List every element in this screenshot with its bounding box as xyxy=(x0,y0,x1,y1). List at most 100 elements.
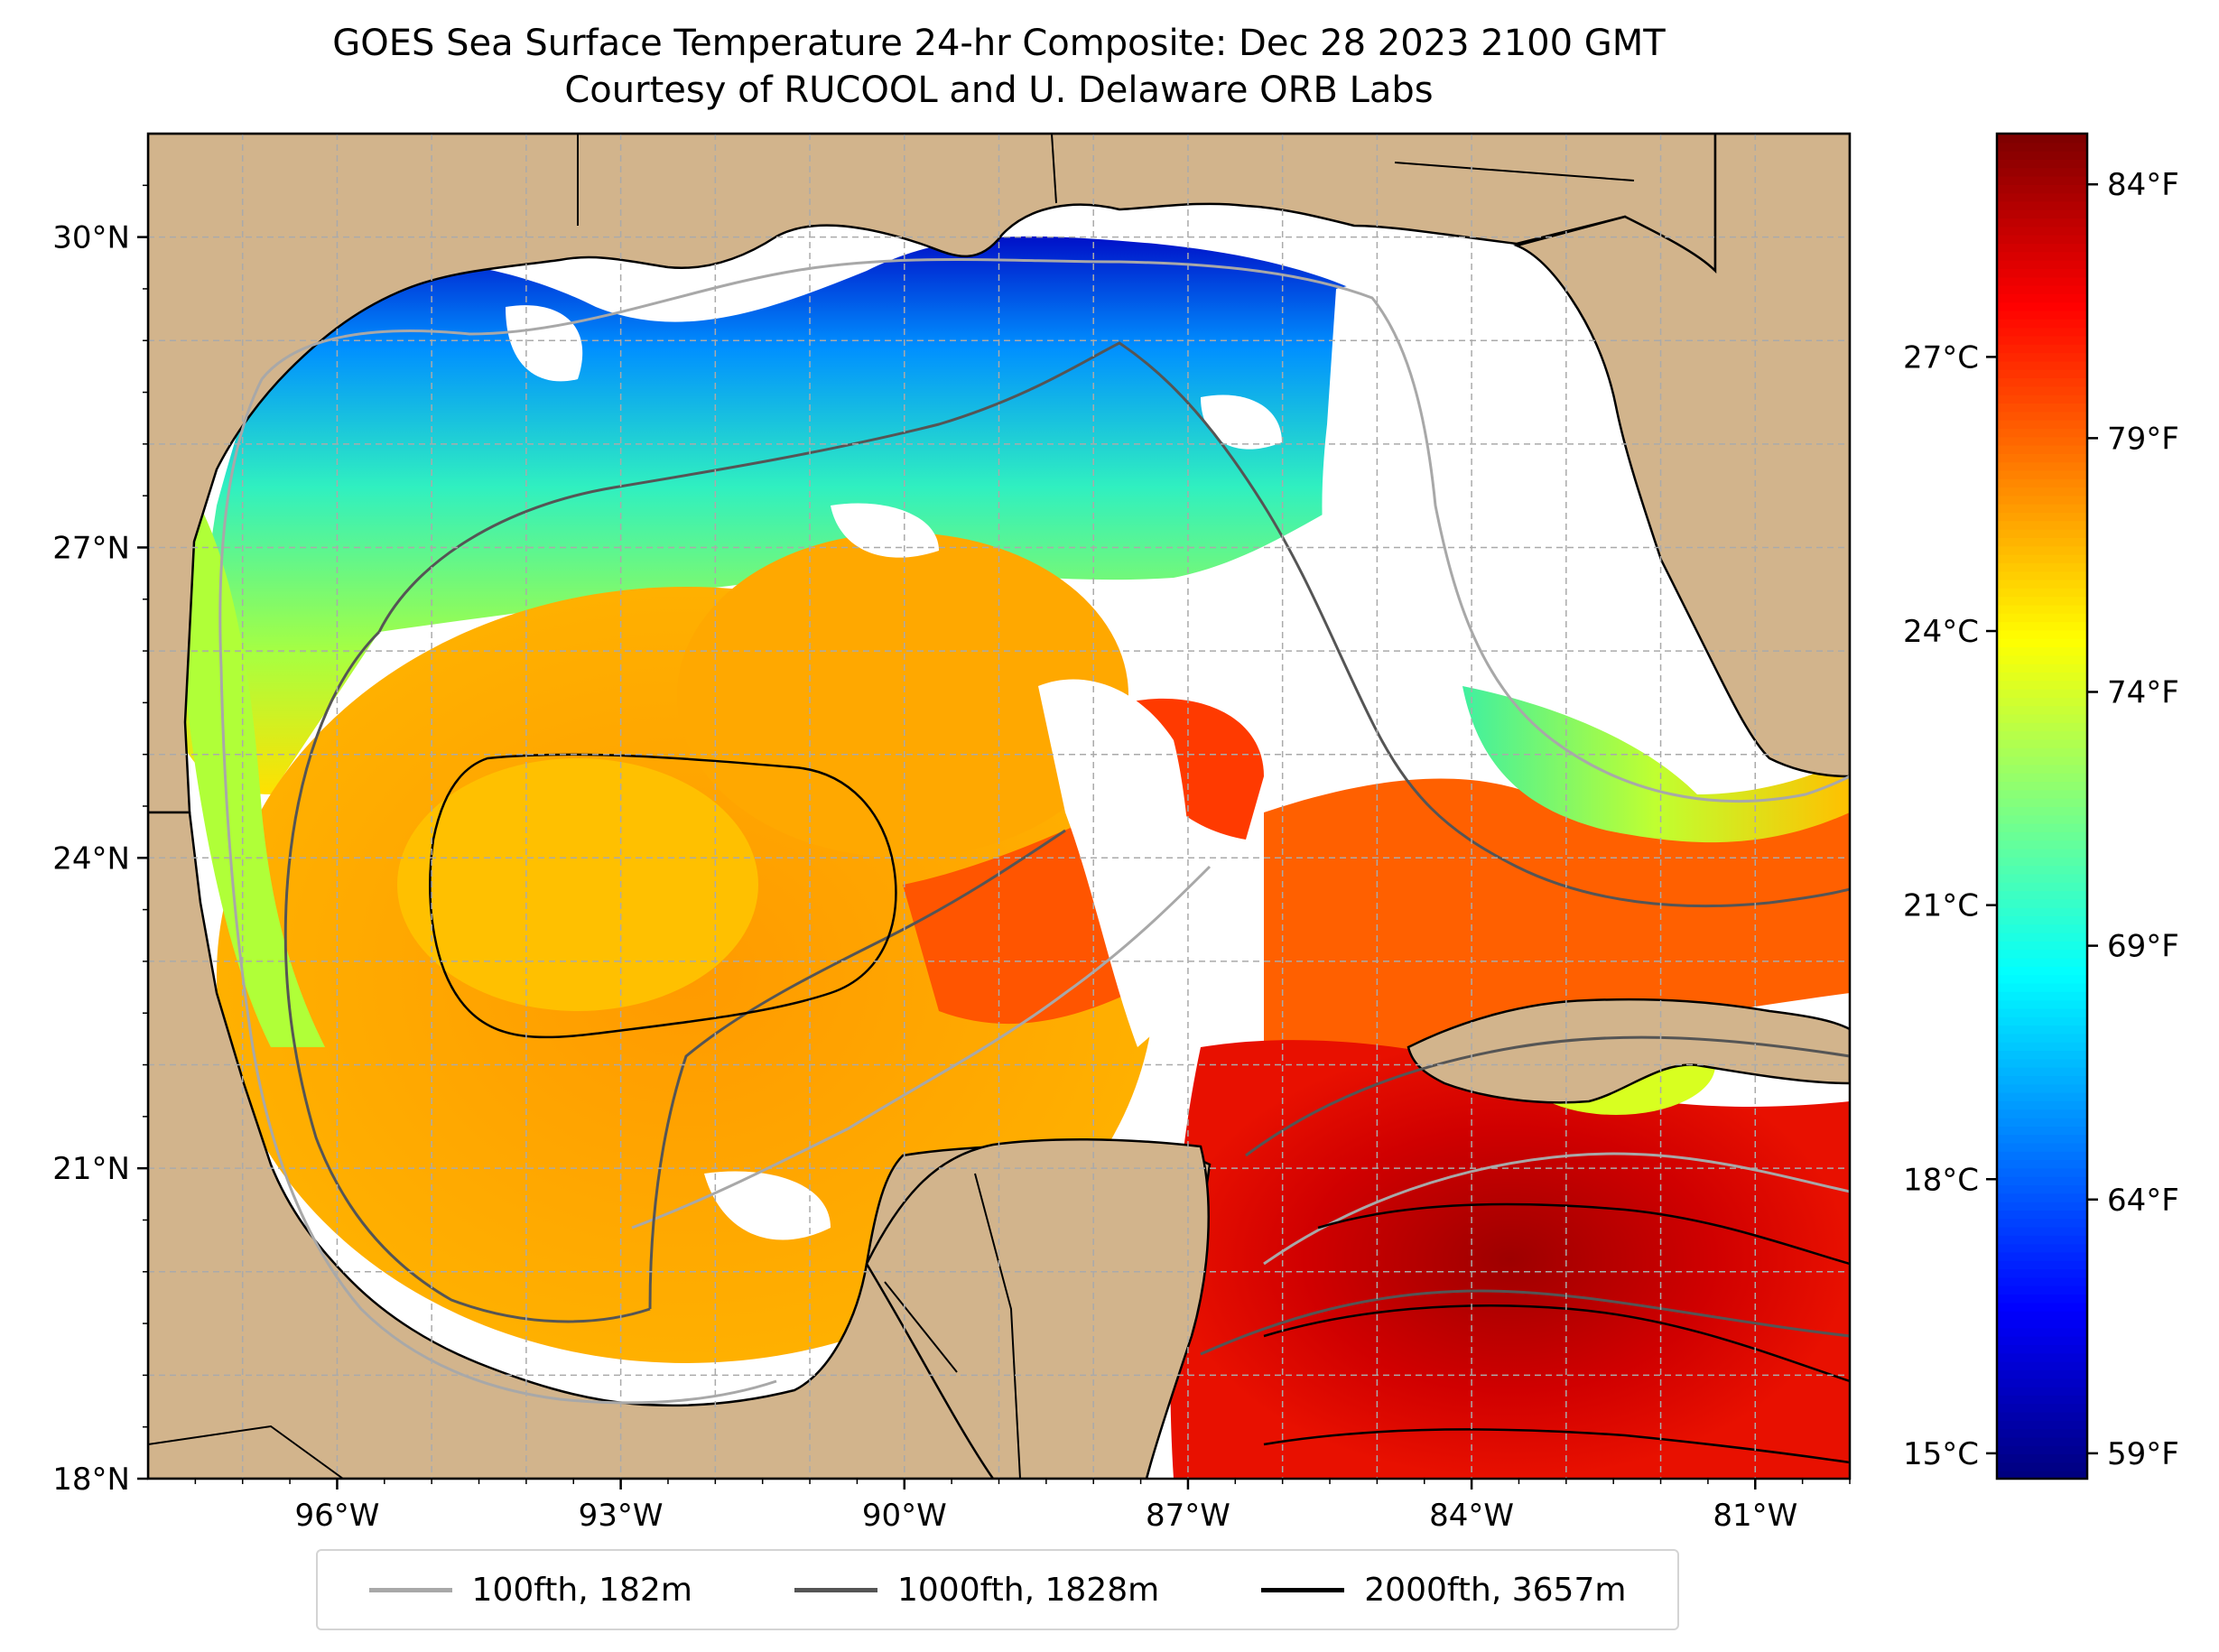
colorbar-stripe xyxy=(1997,1226,2087,1236)
colorbar-stripe xyxy=(1997,1310,2087,1321)
colorbar-f-tick-label: 59°F xyxy=(2107,1436,2179,1472)
lat-tick-label: 27°N xyxy=(52,530,130,566)
colorbar-stripe xyxy=(1997,915,2087,925)
colorbar-stripe xyxy=(1997,394,2087,404)
colorbar-stripe xyxy=(1997,654,2087,664)
colorbar-stripe xyxy=(1997,806,2087,816)
colorbar-stripe xyxy=(1997,1218,2087,1228)
colorbar-celsius-axis: 15°C 18°C 21°C 24°C 27°C xyxy=(1903,339,1997,1472)
colorbar-c-tick-label: 21°C xyxy=(1903,888,1979,924)
legend-line-100fth xyxy=(368,1587,452,1592)
political-borders xyxy=(148,134,1635,1479)
colorbar-stripe xyxy=(1997,478,2087,488)
colorbar-stripe xyxy=(1997,1175,2087,1186)
lat-tick-label: 24°N xyxy=(52,840,130,877)
colorbar-stripe xyxy=(1997,243,2087,253)
legend-label: 100fth, 182m xyxy=(471,1571,692,1609)
colorbar-stripe xyxy=(1997,579,2087,589)
colorbar-stripe xyxy=(1997,814,2087,824)
legend-item-1000fth: 1000fth, 1828m xyxy=(794,1572,1159,1609)
colorbar-stripe xyxy=(1997,941,2087,951)
colorbar-fahrenheit-axis: 59°F 64°F 69°F 74°F 79°F 84°F xyxy=(2087,167,2179,1472)
legend-label: 2000fth, 3657m xyxy=(1364,1571,1627,1609)
colorbar-stripe xyxy=(1997,553,2087,563)
colorbar-stripe xyxy=(1997,890,2087,900)
colorbar-stripe xyxy=(1997,1369,2087,1379)
lat-tick-label: 18°N xyxy=(52,1462,130,1498)
colorbar-stripe xyxy=(1997,1428,2087,1438)
colorbar-stripe xyxy=(1997,1470,2087,1480)
colorbar-stripe xyxy=(1997,1268,2087,1278)
colorbar-stripe xyxy=(1997,1134,2087,1144)
colorbar-stripe xyxy=(1997,444,2087,454)
colorbar-stripe xyxy=(1997,663,2087,673)
colorbar-stripe xyxy=(1997,1352,2087,1362)
colorbar-f-tick-label: 79°F xyxy=(2107,421,2179,457)
colorbar-stripe xyxy=(1997,1276,2087,1286)
colorbar-stripe xyxy=(1997,175,2087,185)
colorbar-stripe xyxy=(1997,906,2087,917)
colorbar-stripe xyxy=(1997,503,2087,514)
colorbar-stripe xyxy=(1997,537,2087,547)
colorbar-stripe xyxy=(1997,1335,2087,1345)
colorbar-stripe xyxy=(1997,512,2087,522)
colorbar-stripe xyxy=(1997,436,2087,446)
colorbar-stripe xyxy=(1997,1159,2087,1169)
colorbar-c-tick-label: 27°C xyxy=(1903,339,1979,376)
colorbar-stripe xyxy=(1997,251,2087,261)
colorbar-stripe xyxy=(1997,1411,2087,1421)
colorbar-stripe xyxy=(1997,705,2087,715)
longitude-axis: 96°W 93°W 90°W 87°W 84°W 81°W xyxy=(194,1479,1851,1534)
colorbar-c-tick-label: 24°C xyxy=(1903,614,1979,650)
map-gridlines xyxy=(148,134,1850,1479)
colorbar-stripe xyxy=(1997,1058,2087,1068)
map-subtitle: Courtesy of RUCOOL and U. Delaware ORB L… xyxy=(564,70,1434,111)
colorbar-stripe xyxy=(1997,368,2087,379)
colorbar-stripe xyxy=(1997,318,2087,329)
colorbar-stripe xyxy=(1997,284,2087,294)
lat-tick-label: 21°N xyxy=(52,1151,130,1187)
colorbar-stripe xyxy=(1997,898,2087,908)
colorbar-stripe xyxy=(1997,495,2087,505)
colorbar-stripe xyxy=(1997,1100,2087,1110)
colorbar-stripe xyxy=(1997,259,2087,269)
colorbar-stripe xyxy=(1997,1419,2087,1430)
legend-item-2000fth: 2000fth, 3657m xyxy=(1261,1572,1626,1609)
colorbar-stripe xyxy=(1997,1444,2087,1455)
colorbar-stripe xyxy=(1997,302,2087,311)
legend-line-2000fth xyxy=(1261,1587,1345,1592)
colorbar-stripe xyxy=(1997,680,2087,690)
colorbar-stripe xyxy=(1997,688,2087,698)
colorbar-stripe xyxy=(1997,1050,2087,1060)
colorbar-stripe xyxy=(1997,327,2087,337)
colorbar-stripe xyxy=(1997,218,2087,227)
colorbar-stripe xyxy=(1997,1184,2087,1194)
colorbar-stripe xyxy=(1997,865,2087,875)
colorbar-stripe xyxy=(1997,612,2087,623)
colorbar-stripe xyxy=(1997,167,2087,177)
colorbar-stripe xyxy=(1997,452,2087,463)
colorbar-stripe xyxy=(1997,932,2087,942)
colorbar-stripe xyxy=(1997,1083,2087,1093)
colorbar-f-tick-label: 84°F xyxy=(2107,167,2179,203)
colorbar-stripe xyxy=(1997,738,2087,748)
colorbar-stripe xyxy=(1997,637,2087,648)
colorbar-stripe xyxy=(1997,1327,2087,1337)
colorbar-f-tick-label: 69°F xyxy=(2107,929,2179,965)
colorbar-stripe xyxy=(1997,965,2087,976)
colorbar-stripe xyxy=(1997,1344,2087,1354)
colorbar-gradient xyxy=(1997,134,2087,1480)
lon-tick-label: 96°W xyxy=(294,1498,379,1534)
colorbar-stripe xyxy=(1997,1259,2087,1270)
colorbar-stripe xyxy=(1997,957,2087,967)
colorbar-stripe xyxy=(1997,596,2087,606)
colorbar-stripe xyxy=(1997,1193,2087,1202)
colorbar-stripe xyxy=(1997,1109,2087,1118)
colorbar-stripe xyxy=(1997,713,2087,723)
colorbar-stripe xyxy=(1997,1319,2087,1329)
colorbar-stripe xyxy=(1997,1201,2087,1211)
colorbar-stripe xyxy=(1997,1041,2087,1052)
bathymetry-1000fth xyxy=(283,341,1850,1356)
colorbar-stripe xyxy=(1997,209,2087,219)
colorbar-stripe xyxy=(1997,487,2087,497)
